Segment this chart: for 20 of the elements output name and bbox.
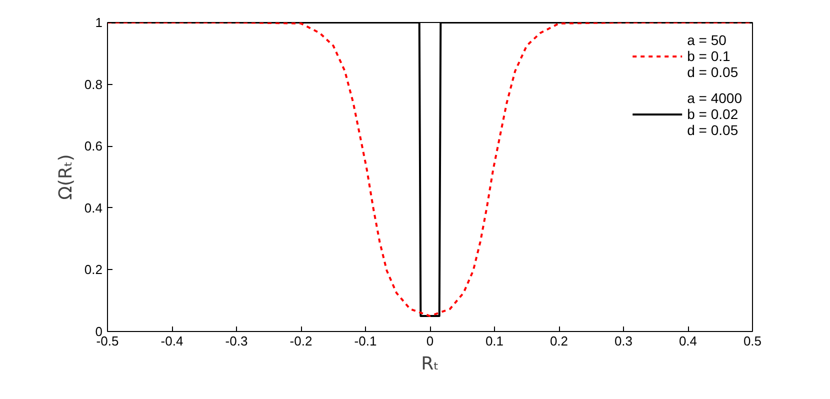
x-tick-label: -0.2: [290, 334, 312, 348]
x-tick-label: 0.1: [485, 334, 504, 348]
x-tick-label: 0.2: [550, 334, 568, 348]
y-axis-title: Ω(Rₜ): [55, 154, 76, 200]
x-tick-label: -0.3: [225, 334, 248, 348]
y-tick-label: 1: [95, 15, 103, 30]
y-tick-label: 0: [95, 324, 103, 339]
y-tick-label: 0.2: [84, 262, 103, 278]
x-tick-label: -0.4: [160, 334, 184, 348]
y-tick-label: 0.8: [84, 76, 103, 92]
x-tick-label: 0: [426, 334, 434, 348]
y-tick-label: 0.6: [84, 138, 103, 154]
y-tick-label: 0.4: [84, 200, 103, 216]
x-tick-label: -0.1: [354, 334, 377, 348]
legend-label: a = 4000 b = 0.02 d = 0.05: [687, 90, 742, 138]
x-tick-label: 0.4: [678, 334, 698, 348]
x-tick-label: 0.3: [614, 334, 633, 348]
x-tick-label: 0.5: [743, 334, 762, 348]
legend-label: a = 50 b = 0.1 d = 0.05: [687, 32, 738, 80]
x-axis-title: Rₜ: [421, 354, 439, 374]
